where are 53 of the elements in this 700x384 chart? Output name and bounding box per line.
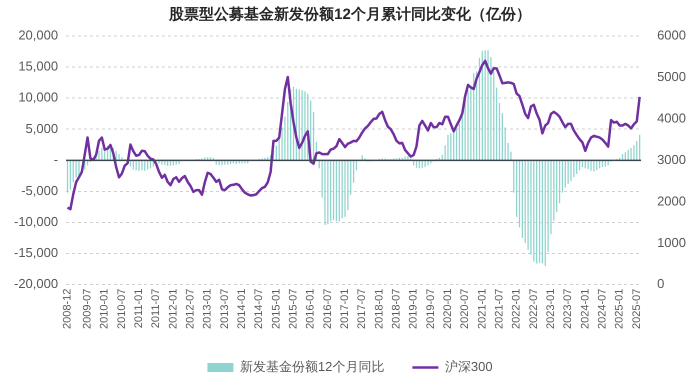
x-tick-label: 2014-07 [253,288,266,330]
y2-tick-label: 5000 [657,69,686,84]
y-tick-label: -10,000 [14,214,58,230]
x-tick-label: 2021-07 [494,288,506,330]
y2-tick-label: 6000 [657,28,686,43]
x-tick-label: 2015-07 [288,288,300,330]
y-tick-label: 10,000 [18,90,58,105]
x-tick-label: 2024-01 [579,288,592,330]
x-tick-label: 2022-07 [528,288,540,330]
y-tick-label: -15,000 [14,245,58,260]
y-tick-label: 15,000 [18,58,58,74]
x-tick-label: 2025-07 [630,288,643,330]
x-tick-label: 2010-01 [98,288,111,330]
x-tick-label: 2024-07 [596,288,608,330]
x-tick-label: 2025-01 [614,288,626,330]
x-tick-label: 2013-01 [202,288,214,330]
legend-label: 新发基金份额12个月同比 [240,359,384,374]
y-tick-label: -20,000 [14,276,58,292]
x-tick-label: 2020-07 [459,288,472,330]
x-tick-label: 2021-01 [476,288,488,330]
x-tick-label: 2017-07 [356,288,368,330]
y-tick-label: - [54,152,58,167]
x-tick-label: 2018-07 [390,288,403,330]
x-tick-label: 2011-01 [133,288,146,328]
x-tick-label: 2017-01 [339,288,352,330]
x-tick-label: 2020-01 [442,288,454,330]
x-tick-label: 2012-01 [167,288,180,330]
x-tick-label: 2019-01 [408,288,420,330]
x-tick-label: 2022-01 [510,288,523,330]
x-tick-label: 2019-07 [424,288,437,330]
y2-tick-label: 2000 [657,193,686,208]
x-tick-label: 2014-01 [236,288,248,330]
chart-title: 股票型公募基金新发份额12个月累计同比变化（亿份） [168,5,531,24]
x-tick-label: 2016-07 [322,288,334,330]
x-tick-label: 2013-07 [218,288,231,330]
legend-label: 沪深300 [444,359,493,374]
x-tick-label: 2011-07 [150,288,162,328]
x-tick-label: 2015-01 [270,288,282,330]
x-tick-label: 2016-01 [304,288,317,330]
y-tick-label: -5,000 [21,182,58,198]
y2-tick-label: 3000 [657,152,686,167]
x-tick-label: 2010-07 [116,288,128,330]
x-tick-label: 2023-07 [562,288,574,330]
x-tick-label: 2012-07 [184,288,197,330]
x-tick-label: 2018-01 [373,288,386,330]
y-tick-label: 20,000 [18,28,58,43]
x-tick-label: 2008-12 [62,288,74,330]
y2-tick-label: 4000 [657,110,686,126]
y2-tick-label: 1000 [657,234,686,250]
x-tick-label: 2009-07 [82,288,94,330]
y2-tick-label: 0 [657,276,664,292]
x-tick-label: 2023-01 [545,288,557,330]
y-tick-label: 5,000 [26,120,58,136]
